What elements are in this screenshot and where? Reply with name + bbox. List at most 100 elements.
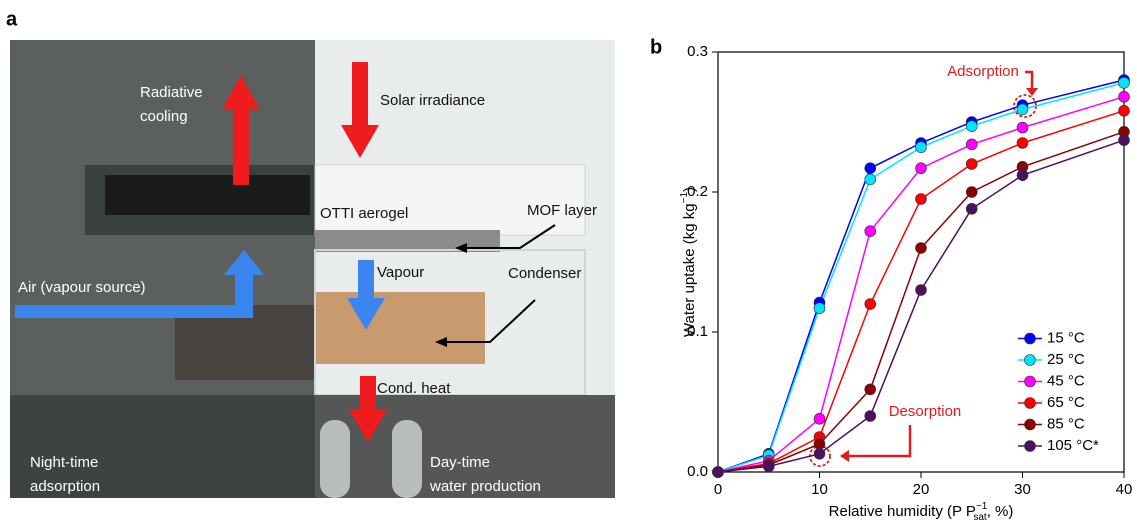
panel-label: b [650, 36, 662, 58]
legend-marker [1024, 440, 1036, 452]
data-point [864, 410, 877, 422]
device-cavity [105, 175, 310, 215]
label: Vapour [377, 264, 424, 281]
pipe [392, 420, 422, 498]
data-point [864, 162, 877, 174]
data-point [915, 242, 927, 254]
data-point [1118, 134, 1130, 146]
panel-label: a [6, 8, 18, 30]
data-point [1016, 169, 1029, 181]
arrow [347, 260, 385, 330]
series-line [717, 110, 1125, 473]
data-point [1016, 103, 1029, 116]
label-part: ) [681, 187, 698, 192]
legend-label: 45 °C [1047, 372, 1085, 389]
x-tick-label: 40 [1116, 481, 1133, 498]
annotation-arrow [1025, 70, 1034, 92]
legend-marker [1024, 354, 1036, 366]
annotation: Desorption [889, 403, 962, 420]
mof-layer [315, 230, 500, 252]
legend-label: 105 °C* [1047, 437, 1099, 454]
label: Cond. heat [377, 380, 451, 397]
legend-marker [1024, 418, 1036, 431]
x-tick-label: 30 [1014, 481, 1031, 498]
data-point [1118, 105, 1130, 117]
label-part: −1 [976, 501, 988, 512]
leader [460, 224, 556, 249]
annotation-arrow [840, 450, 849, 462]
data-point [1118, 91, 1130, 103]
legend-marker [1024, 332, 1036, 345]
legend-label: 25 °C [1047, 351, 1085, 368]
label-part: Relative humidity (P P [829, 503, 976, 520]
label-line: Day-time [430, 454, 490, 471]
pipe [320, 420, 350, 498]
label: Night-time adsorption [30, 454, 100, 495]
arrow [349, 376, 387, 442]
arrow [222, 75, 260, 185]
label-part: Water uptake (kg kg [681, 203, 698, 337]
annotation-arrow [1026, 88, 1038, 96]
leader-head [455, 243, 467, 253]
legend-marker [1024, 397, 1036, 409]
series-line [717, 82, 1125, 473]
legend-label: 65 °C [1047, 394, 1085, 411]
label-line: Radiative [140, 84, 203, 101]
y-tick-label: 0.3 [687, 43, 708, 60]
data-point [712, 466, 724, 478]
data-point [915, 284, 927, 296]
label: MOF layer [527, 202, 597, 219]
label-line: cooling [140, 108, 188, 125]
data-point [813, 438, 826, 450]
data-point [915, 162, 927, 174]
x-axis-label: Relative humidity (P P−1 sat, %) [829, 501, 1014, 523]
annotation-arrow [845, 425, 912, 458]
label: Radiative cooling [140, 84, 203, 125]
device-top-day [314, 164, 586, 236]
label: Condenser [508, 265, 581, 282]
data-point [965, 203, 978, 215]
data-point [864, 173, 877, 186]
data-point [965, 158, 978, 170]
x-tick-label: 0 [714, 481, 722, 498]
data-point [864, 383, 877, 396]
data-point [915, 193, 927, 205]
y-tick-label: 0.1 [687, 323, 708, 340]
data-point [1016, 121, 1029, 134]
label-line: Night-time [30, 454, 98, 471]
data-point [965, 120, 978, 132]
series-line [717, 96, 1125, 473]
x-tick-label: 10 [811, 481, 828, 498]
y-axis-label: Water uptake (kg kg−1) [679, 187, 698, 337]
data-point [1118, 77, 1130, 89]
label-part: −1 [679, 192, 690, 204]
data-point [813, 302, 826, 315]
data-point [813, 412, 826, 425]
heat-sink [10, 395, 615, 498]
label: Solar irradiance [380, 92, 485, 109]
label: Air (vapour source) [18, 279, 146, 296]
leader-head [435, 337, 447, 347]
label-part: sat [973, 512, 987, 523]
label-line: water production [429, 478, 541, 495]
illustration: Radiative cooling Solar irradiance OTTI a… [10, 40, 615, 498]
label-line: adsorption [30, 478, 100, 495]
y-tick-label: 0.0 [687, 463, 708, 480]
legend-label: 15 °C [1047, 329, 1085, 346]
y-tick-label: 0.2 [687, 183, 708, 200]
label: Day-time water production [429, 454, 541, 495]
x-tick-label: 20 [913, 481, 930, 498]
data-point [813, 447, 826, 460]
arrow [15, 250, 264, 318]
data-point [864, 225, 877, 237]
leader [440, 299, 536, 343]
arrow [341, 62, 379, 158]
legend-marker [1024, 375, 1036, 388]
series-line [717, 131, 1125, 473]
data-point [965, 186, 978, 198]
annotation: Adsorption [947, 63, 1019, 80]
condenser-day [315, 292, 485, 364]
series-line [717, 139, 1125, 473]
